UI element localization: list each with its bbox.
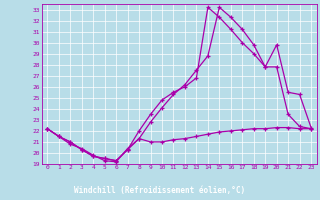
Text: Windchill (Refroidissement éolien,°C): Windchill (Refroidissement éolien,°C) [75, 186, 245, 194]
